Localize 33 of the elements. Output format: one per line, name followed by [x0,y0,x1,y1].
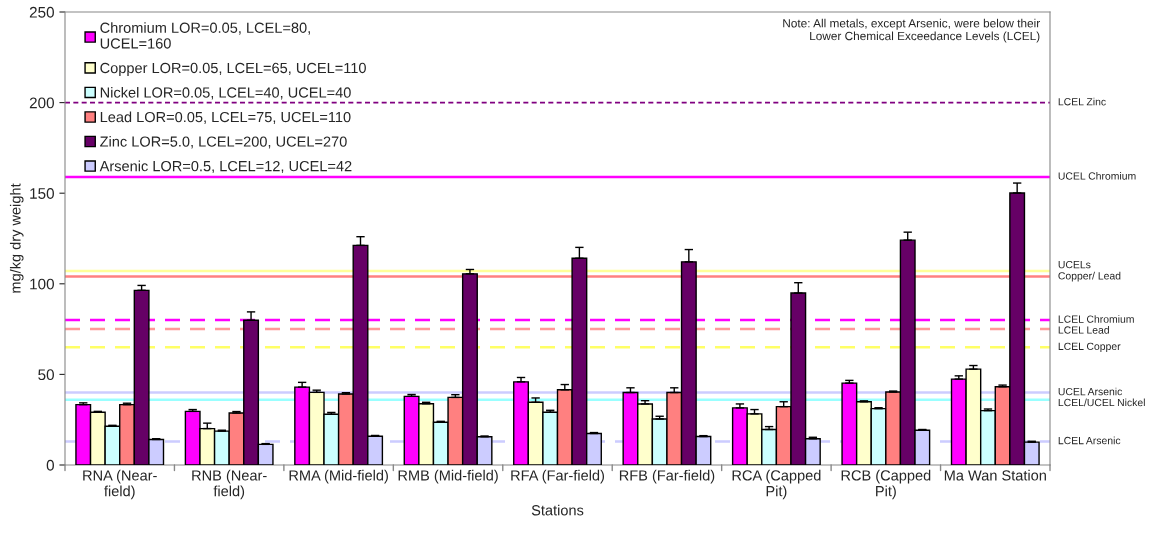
x-tick-label: RCB (Capped Pit) [841,469,931,500]
ref-line-label: UCEL Chromium [1058,172,1136,180]
x-tick-label: RFB (Far-field) [619,469,715,484]
x-axis-title: Stations [531,504,584,516]
x-tick-label: RMB (Mid-field) [398,469,498,484]
ref-line-label: LCEL Zinc [1058,97,1106,106]
x-tick-label: RCA (Capped Pit) [732,469,821,500]
ref-line-label: LCEL Lead [1058,326,1109,334]
x-tick-label: RNA (Near- field) [83,469,157,500]
legend-label: Copper LOR=0.05, LCEL=65, UCEL=110 [100,62,366,77]
y-tick-label: 0 [46,459,54,471]
ref-line-label: UCELs Copper/ Lead [1058,260,1121,282]
y-tick-label: 100 [30,278,54,290]
legend-label: Arsenic LOR=0.5, LCEL=12, UCEL=42 [99,160,352,174]
y-tick-label: 50 [38,369,54,381]
ref-line-label: UCEL Arsenic [1058,387,1123,396]
x-tick-label: RMA (Mid-field) [289,469,388,484]
y-axis-title: mg/kg dry weight [9,183,24,293]
legend-label: Zinc LOR=5.0, LCEL=200, UCEL=270 [100,136,347,149]
x-tick-label: Ma Wan Station [944,469,1046,481]
ref-line-label: LCEL Arsenic [1058,436,1121,445]
ref-line-label: LCEL/UCEL Nickel [1058,398,1145,407]
x-tick-label: RFA (Far-field) [511,469,604,484]
y-tick-label: 200 [29,97,54,109]
ref-line-label: LCEL Chromium [1058,315,1134,323]
annotation: Note: All metals, except Arsenic, were below their Lower Chemical Exceedance Levels (LCEL) [783,18,1040,43]
x-tick-label: RNB (Near- field) [192,469,267,500]
y-tick-label: 250 [29,6,54,18]
legend-label: Lead LOR=0.05, LCEL=75, UCEL=110 [100,111,351,124]
y-tick-label: 150 [30,188,54,199]
legend-label: Nickel LOR=0.05, LCEL=40, UCEL=40 [100,86,351,100]
legend-label: Chromium LOR=0.05, LCEL=80, UCEL=160 [100,22,310,49]
ref-line-label: LCEL Copper [1058,342,1121,353]
